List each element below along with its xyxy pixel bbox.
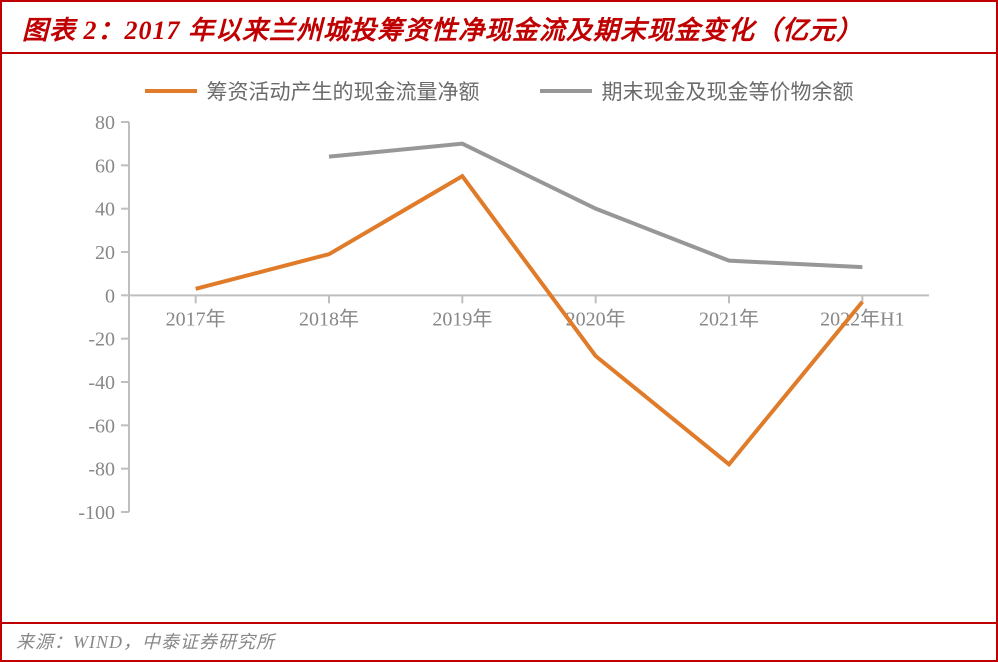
- legend-label-series2: 期末现金及现金等价物余额: [602, 76, 854, 106]
- svg-text:-80: -80: [88, 458, 115, 480]
- source-line: 来源：WIND，中泰证券研究所: [2, 622, 996, 660]
- svg-text:0: 0: [105, 285, 115, 307]
- line-chart-svg: -100 -80 -60 -40 -20 0 20 40 60 80 2017年 2018年 2019年…: [49, 112, 949, 552]
- legend-label-series1: 筹资活动产生的现金流量净额: [207, 76, 480, 106]
- svg-text:2021年: 2021年: [699, 307, 759, 330]
- svg-text:60: 60: [95, 155, 115, 177]
- svg-text:-20: -20: [88, 328, 115, 350]
- svg-text:2019年: 2019年: [432, 307, 492, 330]
- svg-text:2018年: 2018年: [299, 307, 359, 330]
- svg-text:-60: -60: [88, 415, 115, 437]
- svg-text:2022年H1: 2022年H1: [820, 307, 904, 330]
- svg-text:-40: -40: [88, 372, 115, 394]
- chart-figure: 图表 2：2017 年以来兰州城投筹资性净现金流及期末现金变化（亿元） 筹资活动…: [0, 0, 998, 662]
- svg-text:20: 20: [95, 242, 115, 264]
- legend-item-series1: 筹资活动产生的现金流量净额: [145, 76, 480, 106]
- svg-text:40: 40: [95, 198, 115, 220]
- legend-item-series2: 期末现金及现金等价物余额: [540, 76, 854, 106]
- chart-title: 图表 2：2017 年以来兰州城投筹资性净现金流及期末现金变化（亿元）: [2, 2, 996, 54]
- svg-text:-100: -100: [78, 502, 115, 524]
- legend: 筹资活动产生的现金流量净额 期末现金及现金等价物余额: [2, 54, 996, 112]
- legend-swatch-series2: [540, 89, 592, 93]
- legend-swatch-series1: [145, 89, 197, 93]
- svg-text:2017年: 2017年: [166, 307, 226, 330]
- svg-text:80: 80: [95, 112, 115, 134]
- chart-plot-area: -100 -80 -60 -40 -20 0 20 40 60 80 2017年 2018年 2019年…: [49, 112, 949, 552]
